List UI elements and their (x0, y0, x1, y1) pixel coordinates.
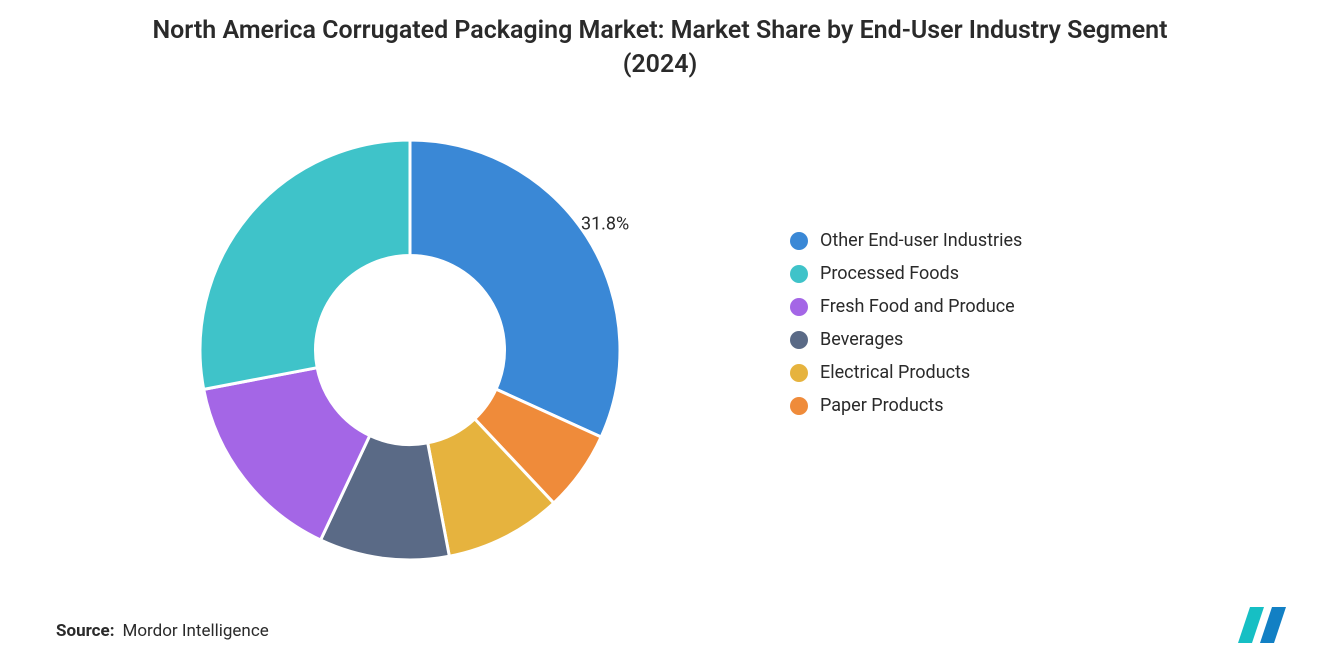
legend-item: Paper Products (790, 395, 1022, 416)
legend-swatch (790, 232, 808, 250)
legend-swatch (790, 265, 808, 283)
legend-label: Processed Foods (820, 263, 959, 284)
logo-bar (1238, 607, 1264, 643)
legend-item: Fresh Food and Produce (790, 296, 1022, 317)
legend-swatch (790, 364, 808, 382)
legend-item: Processed Foods (790, 263, 1022, 284)
logo-bar (1260, 607, 1286, 643)
legend-item: Electrical Products (790, 362, 1022, 383)
legend-item: Other End-user Industries (790, 230, 1022, 251)
legend: Other End-user Industries Processed Foods… (790, 230, 1022, 416)
legend-swatch (790, 298, 808, 316)
slice-value-label: 31.8% (581, 214, 629, 235)
source-attribution: Source: Mordor Intelligence (56, 621, 269, 641)
donut-slice (410, 140, 620, 437)
source-key: Source: (56, 621, 114, 641)
chart-title: North America Corrugated Packaging Marke… (0, 14, 1320, 82)
legend-label: Beverages (820, 329, 903, 350)
donut-slice (200, 140, 410, 389)
legend-item: Beverages (790, 329, 1022, 350)
legend-label: Electrical Products (820, 362, 970, 383)
legend-swatch (790, 397, 808, 415)
donut-svg (170, 110, 650, 590)
legend-label: Paper Products (820, 395, 944, 416)
donut-chart: 31.8% (170, 110, 650, 590)
legend-swatch (790, 331, 808, 349)
source-value: Mordor Intelligence (122, 621, 268, 641)
legend-label: Fresh Food and Produce (820, 296, 1015, 317)
brand-logo (1236, 603, 1292, 647)
legend-label: Other End-user Industries (820, 230, 1022, 251)
